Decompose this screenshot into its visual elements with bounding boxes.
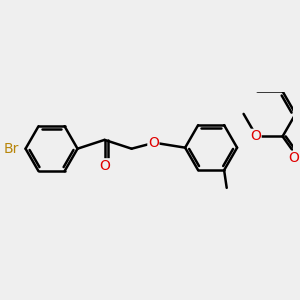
Text: O: O	[148, 136, 159, 150]
Text: O: O	[289, 151, 299, 165]
Text: Br: Br	[3, 142, 19, 156]
Text: O: O	[250, 129, 261, 143]
Text: O: O	[99, 159, 110, 173]
